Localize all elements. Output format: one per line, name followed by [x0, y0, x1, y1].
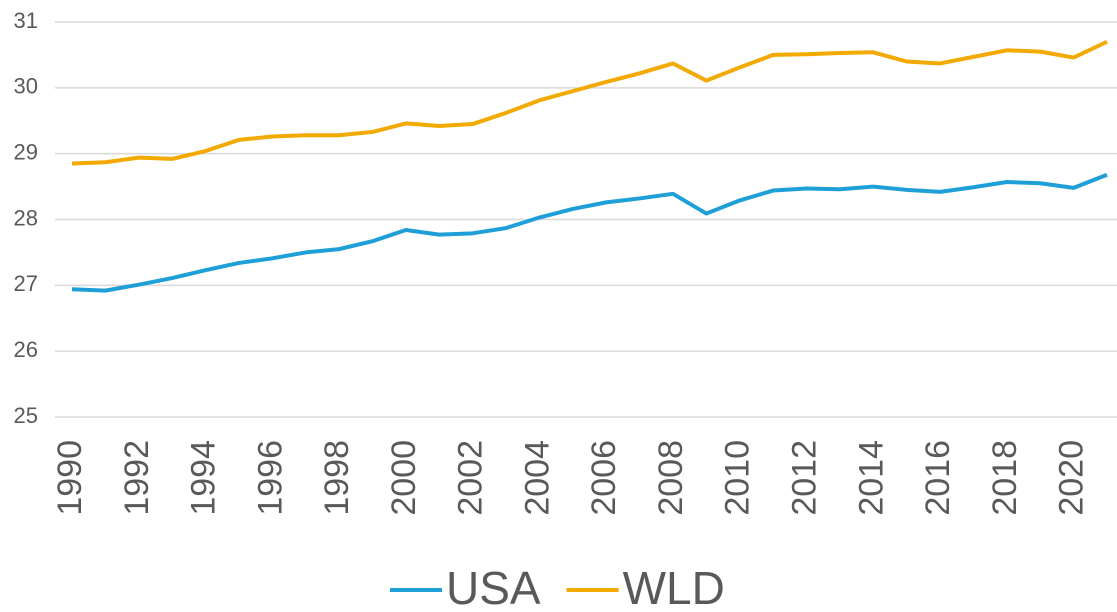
legend-label: USA	[446, 562, 541, 612]
x-tick-label: 2000	[385, 440, 423, 516]
x-tick-label: 2020	[1053, 440, 1091, 516]
x-tick-label: 1994	[185, 440, 223, 516]
x-tick-label: 2004	[518, 440, 556, 516]
x-tick-label: 2002	[452, 440, 490, 516]
x-tick-label: 2012	[786, 440, 824, 516]
y-tick-label: 27	[14, 271, 38, 296]
y-tick-label: 26	[14, 337, 38, 362]
x-tick-label: 2016	[919, 440, 957, 516]
y-tick-label: 28	[14, 205, 38, 230]
x-tick-label: 2010	[719, 440, 757, 516]
x-tick-label: 1990	[51, 440, 89, 516]
x-tick-label: 2006	[585, 440, 623, 516]
x-tick-label: 1998	[318, 440, 356, 516]
legend-label: WLD	[623, 562, 725, 612]
y-tick-label: 25	[14, 403, 38, 428]
x-tick-label: 2008	[652, 440, 690, 516]
x-tick-label: 2018	[986, 440, 1024, 516]
series-line	[71, 172, 1108, 293]
series-line	[71, 39, 1108, 166]
y-tick-label: 31	[14, 8, 38, 33]
x-tick-label: 1992	[118, 440, 156, 516]
y-tick-label: 29	[14, 139, 38, 164]
x-tick-label: 2014	[852, 440, 890, 516]
y-tick-label: 30	[14, 74, 38, 99]
x-tick-label: 1996	[251, 440, 289, 516]
